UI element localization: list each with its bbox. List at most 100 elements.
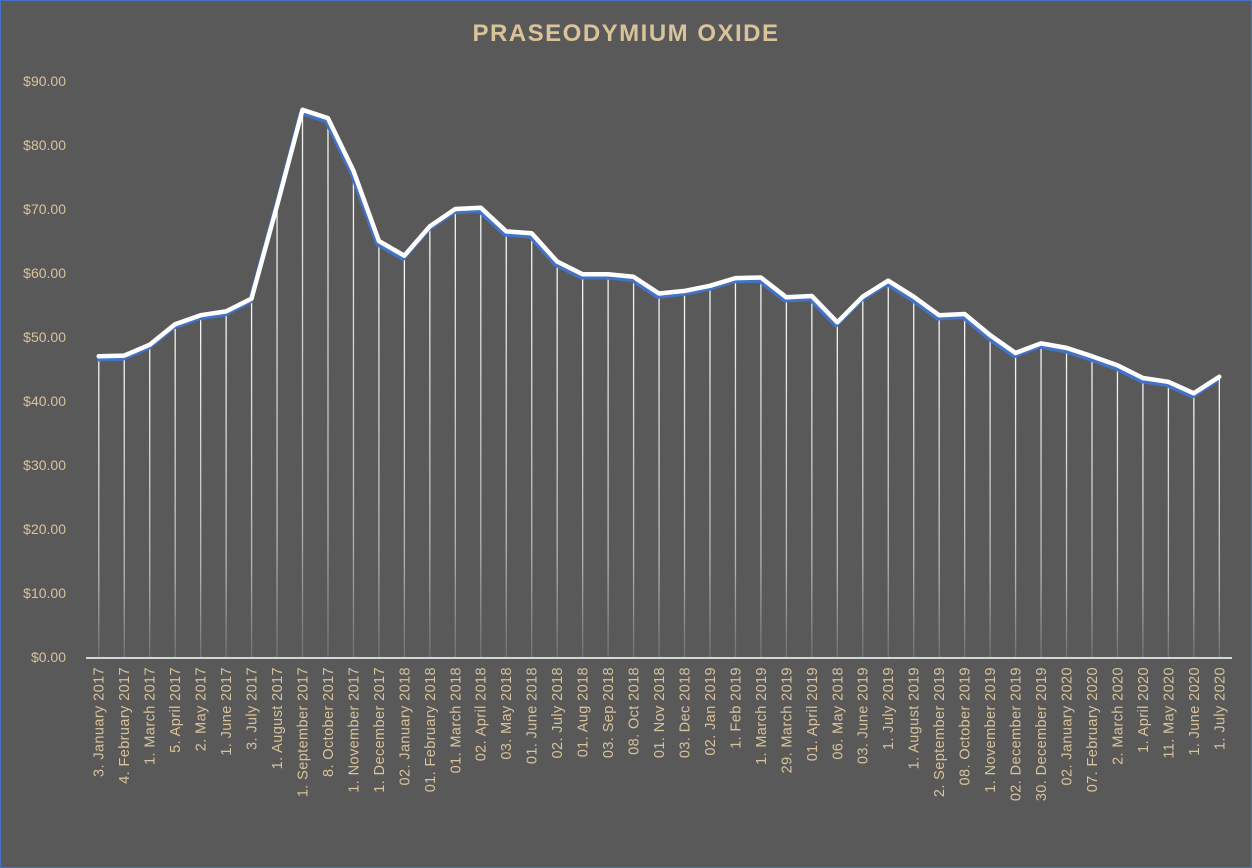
drop-line: [1193, 393, 1195, 657]
y-tick-label: $60.00: [23, 265, 66, 281]
drop-line: [862, 296, 864, 657]
drop-line: [1167, 381, 1170, 657]
drop-line: [1065, 347, 1068, 657]
x-tick-label: 2. September 2019: [932, 667, 948, 797]
drop-line: [811, 296, 813, 657]
drop-line: [785, 297, 788, 657]
drop-line: [658, 293, 660, 657]
x-tick-label: 01. Aug 2018: [576, 667, 592, 757]
x-tick-label: 08. October 2019: [958, 667, 974, 785]
drop-line: [250, 298, 253, 657]
drop-line: [454, 209, 456, 657]
drop-line: [989, 335, 991, 657]
drop-line: [734, 278, 737, 657]
x-tick-label: 1. Feb 2019: [728, 667, 744, 749]
x-tick-label: 3. July 2017: [245, 667, 261, 750]
x-tick-label: 02. April 2018: [474, 667, 490, 761]
x-tick-label: 2. May 2017: [194, 667, 210, 751]
drop-line: [531, 233, 533, 657]
x-tick-label: 01. March 2018: [448, 667, 464, 773]
x-tick-label: 1. November 2019: [983, 667, 999, 793]
drop-line: [1142, 377, 1144, 657]
drop-line: [582, 274, 584, 657]
x-tick-label: 01. April 2019: [805, 667, 821, 761]
drop-line: [276, 205, 278, 658]
drop-line: [836, 322, 838, 657]
x-tick-label: 02. Jan 2019: [703, 667, 719, 756]
drop-line: [480, 207, 482, 657]
drop-line: [200, 315, 202, 657]
x-tick-label: 02. July 2018: [550, 667, 566, 758]
drop-line: [98, 356, 100, 657]
x-tick-label: 01. February 2018: [423, 667, 439, 792]
drop-line: [887, 280, 889, 657]
y-tick-label: $80.00: [23, 137, 66, 153]
x-tick-label: 1. April 2020: [1136, 667, 1152, 753]
drop-lines: [98, 109, 1220, 658]
x-tick-label: 30. December 2019: [1034, 667, 1050, 801]
drop-line: [556, 261, 558, 657]
y-tick-label: $0.00: [31, 649, 66, 665]
x-tick-label: 1. August 2017: [270, 667, 286, 769]
x-tick-label: 02. January 2020: [1059, 667, 1075, 785]
drop-line: [607, 274, 609, 657]
drop-line: [1116, 365, 1119, 657]
y-tick-label: $40.00: [23, 393, 66, 409]
y-axis-ticks: $0.00 $10.00 $20.00 $30.00 $40.00 $50.00 $60.0…: [23, 73, 66, 665]
drop-line: [429, 226, 431, 657]
drop-line: [632, 276, 635, 657]
drop-line: [225, 311, 227, 657]
x-tick-label: 01. June 2018: [525, 667, 541, 764]
y-tick-label: $70.00: [23, 201, 66, 217]
x-tick-label: 1. March 2017: [143, 667, 159, 765]
drop-line: [1040, 343, 1042, 657]
x-tick-label: 02. January 2018: [397, 667, 413, 785]
x-tick-label: 4. February 2017: [117, 667, 133, 784]
x-tick-label: 07. February 2020: [1085, 667, 1101, 792]
drop-line: [174, 324, 176, 657]
drop-line: [403, 255, 406, 657]
chart-title: PRASEODYMIUM OXIDE: [472, 20, 780, 47]
x-tick-label: 1. July 2020: [1212, 667, 1228, 750]
x-tick-label: 2. March 2020: [1110, 667, 1126, 765]
x-tick-label: 02. December 2019: [1009, 667, 1025, 801]
x-axis-ticks: 3. January 2017 4. February 2017 1. March …: [92, 667, 1229, 801]
x-tick-label: 1. August 2019: [907, 667, 923, 769]
x-tick-label: 11. May 2020: [1161, 667, 1177, 759]
x-tick-label: 1. March 2019: [754, 667, 770, 765]
y-tick-label: $50.00: [23, 329, 66, 345]
drop-line: [913, 296, 915, 657]
drop-line: [301, 109, 304, 658]
drop-line: [964, 313, 966, 657]
x-tick-label: 03. May 2018: [499, 667, 515, 760]
drop-line: [683, 290, 686, 657]
x-tick-label: 3. January 2017: [92, 667, 108, 777]
x-tick-label: 1. November 2017: [346, 667, 362, 793]
drop-line: [1014, 353, 1017, 657]
x-tick-label: 1. July 2019: [881, 667, 897, 750]
drop-line: [1218, 376, 1220, 657]
drop-line: [938, 315, 940, 657]
x-tick-label: 01. Nov 2018: [652, 667, 668, 758]
x-tick-label: 1. June 2017: [219, 667, 235, 756]
series-line: [96, 107, 1222, 396]
drop-line: [505, 231, 507, 657]
drop-line: [1091, 356, 1093, 657]
x-tick-label: 1. June 2020: [1187, 667, 1203, 756]
drop-line: [149, 344, 151, 657]
drop-line: [760, 277, 762, 657]
x-tick-label: 03. Dec 2018: [677, 667, 693, 758]
y-tick-label: $30.00: [23, 457, 66, 473]
x-tick-label: 8. October 2017: [321, 667, 337, 777]
drop-line: [709, 285, 711, 657]
x-tick-label: 5. April 2017: [168, 667, 184, 753]
x-tick-label: 29. March 2019: [779, 667, 795, 773]
x-tick-label: 03. June 2019: [856, 667, 872, 764]
x-tick-label: 1. December 2017: [372, 667, 388, 793]
y-tick-label: $90.00: [23, 73, 66, 89]
x-tick-label: 08. Oct 2018: [627, 667, 643, 755]
x-tick-label: 06. May 2018: [830, 667, 846, 760]
y-tick-label: $20.00: [23, 521, 66, 537]
